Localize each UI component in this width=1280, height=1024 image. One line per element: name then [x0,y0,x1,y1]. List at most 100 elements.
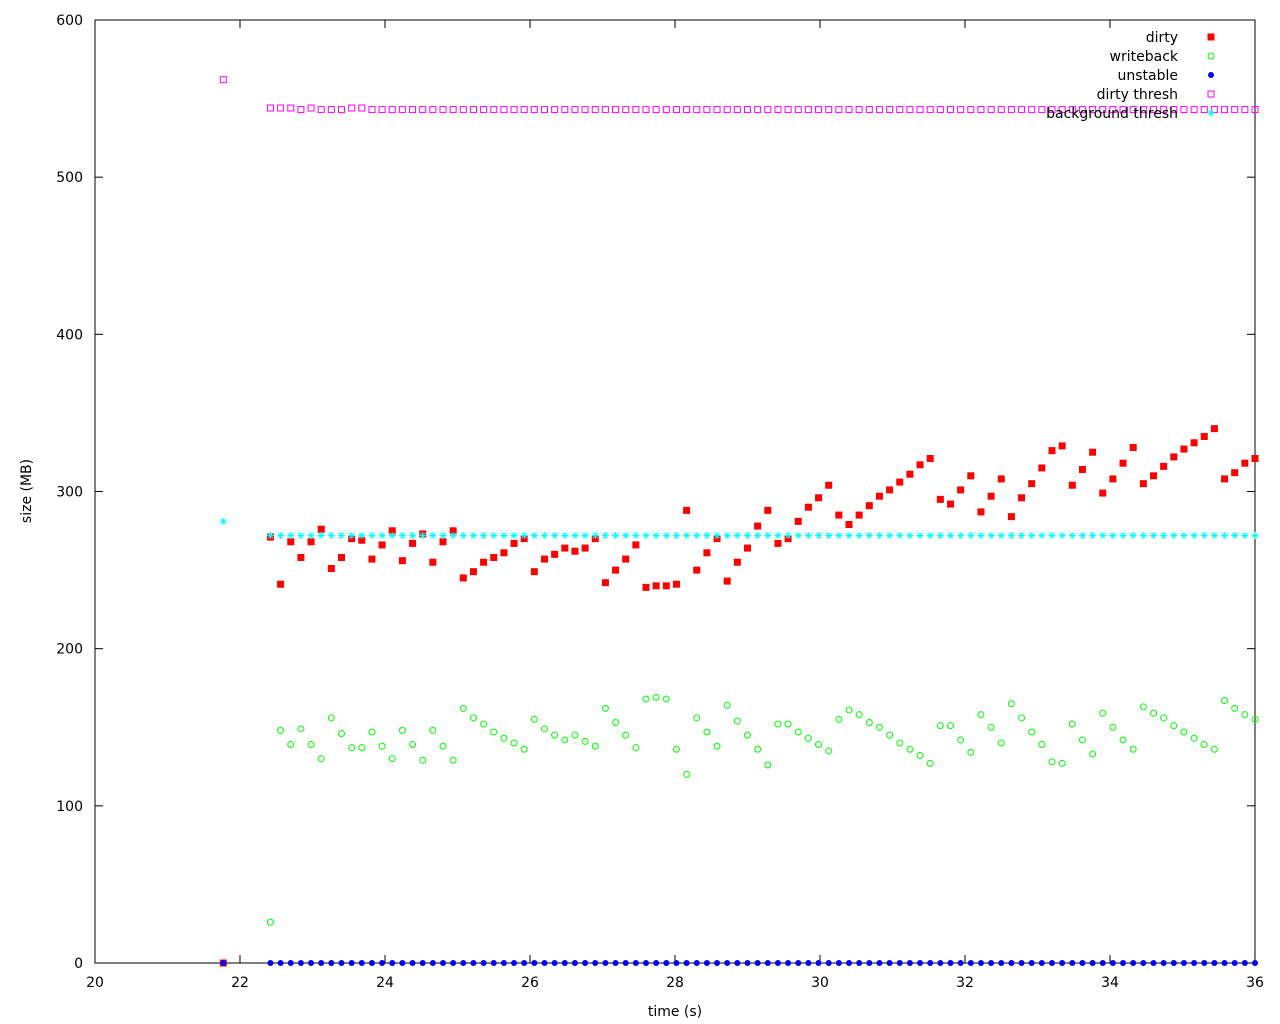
unstable-point [998,960,1005,966]
dirty-thresh-point [541,106,548,114]
writeback-point [693,714,701,722]
dirty-point [1109,475,1117,483]
dirty-point [683,506,691,514]
unstable-point [571,960,578,966]
dirty-thresh-point [581,106,589,114]
writeback-point [1150,709,1157,717]
dirty-thresh-point [459,106,467,114]
dirty-point [561,544,569,552]
unstable-point [846,960,852,966]
writeback-point [307,741,315,749]
dirty-point [1180,445,1188,453]
unstable-point [673,960,680,966]
dirty-point [733,558,741,566]
writeback-point [1231,704,1239,712]
dirty-point [388,527,396,535]
writeback-point [1180,728,1188,736]
background-thresh-point [784,532,792,540]
dirty-thresh-point [469,106,477,114]
legend-marker-dirty-thresh [1207,90,1215,98]
background-thresh-point [693,532,701,540]
background-thresh-point [1048,532,1056,540]
writeback-point [1170,722,1178,730]
dirty-thresh-point [1058,106,1066,114]
background-thresh-point [632,532,640,540]
background-thresh-point [886,532,894,540]
writeback-point [551,731,559,739]
dirty-thresh-point [1231,106,1239,114]
unstable-point [348,960,355,966]
dirty-thresh-point [622,106,630,114]
dirty-thresh-point [338,106,345,114]
background-thresh-point [1190,532,1198,540]
dirty-thresh-point [1018,106,1026,114]
unstable-point [896,960,903,966]
data-marks [219,76,1259,967]
y-axis-label: size (MB) [19,459,35,523]
background-thresh-point [652,532,660,540]
dirty-thresh-point [601,106,609,114]
background-thresh-point [510,532,518,540]
background-thresh-point [409,532,417,540]
writeback-point [977,711,985,719]
writeback-point [967,748,975,756]
unstable-point [297,960,304,966]
dirty-thresh-point [632,106,640,114]
writeback-point [419,756,427,764]
x-tick-label: 20 [86,975,104,991]
background-thresh-point [277,532,285,540]
unstable-point [643,960,649,966]
writeback-point [642,695,650,703]
dirty-thresh-point [561,106,569,114]
background-thresh-point [1129,532,1137,540]
dirty-thresh-point [723,106,731,114]
dirty-point [601,579,609,587]
dirty-thresh-point [875,106,883,114]
unstable-point [785,960,792,966]
dirty-point [510,539,518,547]
dirty-thresh-point [510,106,518,114]
dirty-point [662,582,670,590]
dirty-point [703,549,711,557]
dirty-thresh-point [358,104,366,112]
background-thresh-point [957,532,965,540]
dirty-thresh-point [784,106,792,114]
dirty-point [490,554,498,562]
dirty-point [875,492,883,500]
dirty-point [317,525,325,533]
dirty-thresh-point [1150,106,1157,114]
dirty-thresh-point [219,76,227,84]
writeback-point [815,741,823,749]
unstable-point [876,960,883,966]
unstable-point [308,960,315,966]
dirty-thresh-point [277,104,285,112]
dirty-point [378,541,386,549]
dirty-point [1048,447,1056,455]
background-thresh-point [662,532,670,540]
dirty-thresh-point [1119,106,1127,114]
writeback-point [1109,723,1117,731]
dirty-point [987,492,995,500]
legend-label-dirty-thresh: dirty thresh [1097,87,1178,103]
dirty-point [1139,480,1147,488]
unstable-point [825,960,832,966]
writeback-point [500,734,508,742]
x-tick-label: 36 [1246,975,1264,991]
legend-marker-background-thresh [1207,109,1215,117]
unstable-point [632,960,639,966]
writeback-point [804,734,812,742]
dirty-point [916,461,924,469]
background-thresh-point [967,532,975,540]
dirty-point [1190,439,1198,447]
dirty-thresh-point [774,106,782,114]
writeback-point [754,745,762,753]
unstable-point [967,960,974,966]
dirty-thresh-point [551,106,559,114]
writeback-point [1119,736,1127,744]
writeback-point [327,714,335,722]
background-thresh-point [541,532,548,540]
background-thresh-point [713,532,721,540]
writeback-point [358,744,366,752]
writeback-point [1129,745,1137,753]
dirty-point [754,522,762,530]
